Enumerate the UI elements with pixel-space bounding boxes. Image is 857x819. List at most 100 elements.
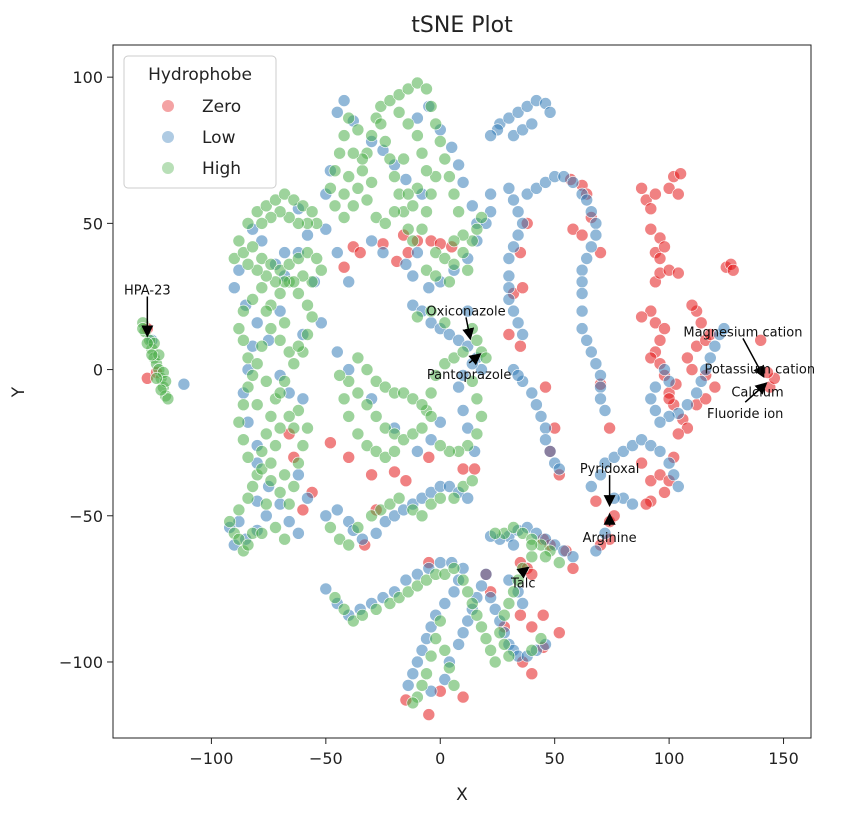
data-point-low	[667, 468, 681, 482]
data-point-zero	[603, 421, 616, 435]
data-point-zero	[649, 187, 662, 201]
data-point-zero	[653, 252, 667, 265]
data-point-low	[575, 287, 589, 300]
data-point-low	[511, 205, 525, 218]
data-point-low	[314, 316, 328, 330]
data-point-high	[424, 497, 438, 511]
data-point-low	[415, 643, 429, 657]
data-point-low	[461, 491, 475, 505]
data-point-high	[301, 298, 314, 312]
data-point-high	[292, 252, 305, 265]
data-point-low	[539, 176, 552, 189]
data-point-high	[337, 187, 351, 201]
plot-frame	[112, 44, 812, 739]
data-point-high	[378, 421, 392, 435]
data-point-high	[378, 217, 392, 230]
data-point-high	[383, 497, 397, 511]
data-point-zero	[594, 246, 607, 259]
data-point-high	[411, 129, 424, 142]
data-point-high	[246, 369, 259, 382]
data-point-high	[397, 433, 410, 447]
data-point-high	[438, 567, 452, 581]
data-point-high	[424, 649, 438, 663]
data-point-high	[388, 427, 401, 441]
data-point-high	[232, 234, 246, 248]
data-point-low	[376, 246, 390, 259]
data-point-high	[507, 521, 520, 534]
data-point-high	[150, 371, 163, 385]
data-point-high	[438, 643, 452, 657]
data-point-high	[346, 614, 360, 628]
annotation-layer: HPA-23 Oxiconazole Pantoprazole Magnesium c…	[124, 283, 815, 591]
data-point-low	[598, 456, 612, 470]
data-point-low	[520, 187, 534, 201]
data-point-low	[575, 322, 589, 335]
data-point-high	[447, 679, 461, 692]
data-point-low	[259, 509, 273, 523]
data-point-high	[369, 410, 383, 423]
y-axis-label: Y	[9, 386, 29, 398]
data-point-zero	[566, 562, 580, 575]
data-point-high	[333, 146, 346, 160]
data-point-high	[465, 474, 479, 488]
data-point-high	[369, 445, 383, 458]
data-point-high	[429, 269, 443, 283]
data-point-high	[255, 526, 269, 540]
data-point-low	[525, 117, 539, 131]
data-point-zero	[337, 260, 351, 274]
data-point-zero	[708, 380, 722, 394]
x-tick-label: −100	[189, 749, 233, 768]
data-point-low	[566, 176, 580, 189]
data-point-high	[328, 591, 342, 604]
data-point-high	[346, 199, 360, 213]
annotation-label: Fluoride ion	[707, 407, 783, 422]
data-point-low	[644, 439, 658, 452]
data-point-high	[424, 100, 438, 113]
data-point-high	[305, 205, 319, 218]
data-point-low	[319, 582, 333, 596]
data-point-low	[589, 228, 603, 242]
data-point-low	[694, 374, 708, 388]
data-point-zero	[635, 182, 648, 195]
data-point-low	[539, 421, 552, 435]
data-point-high	[241, 257, 255, 271]
y-axis-ticks: −100 −50 0 50 100	[59, 68, 113, 672]
x-tick-label: 50	[545, 749, 565, 768]
data-point-low	[566, 550, 580, 564]
data-point-high	[278, 468, 291, 482]
data-point-zero	[690, 339, 703, 353]
data-point-high	[278, 316, 291, 330]
data-point-low	[507, 304, 520, 318]
data-point-low	[342, 275, 356, 289]
data-point-low	[543, 106, 557, 119]
data-point-low	[292, 526, 305, 540]
data-point-zero	[502, 328, 516, 341]
data-point-high	[310, 252, 324, 265]
data-point-low	[502, 182, 516, 195]
legend-marker-high	[162, 162, 174, 174]
data-point-high	[388, 205, 401, 218]
data-point-zero	[536, 608, 550, 622]
data-point-low	[525, 386, 539, 400]
data-point-high	[424, 187, 438, 201]
data-point-high	[369, 602, 383, 616]
data-point-high	[470, 392, 484, 406]
data-point-high	[507, 585, 520, 599]
data-point-low	[411, 246, 424, 259]
data-point-zero	[726, 263, 740, 277]
data-point-low	[228, 281, 241, 295]
data-point-low	[644, 392, 658, 406]
data-point-low	[296, 392, 310, 406]
data-point-low	[649, 380, 662, 394]
data-point-high	[301, 328, 314, 341]
data-point-low	[653, 445, 667, 458]
data-point-high	[456, 228, 470, 242]
data-point-zero	[658, 322, 671, 335]
data-point-high	[420, 263, 433, 277]
y-tick-label: −100	[59, 653, 103, 672]
data-point-high	[420, 82, 433, 96]
data-point-high	[351, 351, 365, 365]
data-point-low	[502, 111, 516, 125]
data-point-zero	[658, 486, 671, 499]
data-point-low	[502, 252, 516, 265]
